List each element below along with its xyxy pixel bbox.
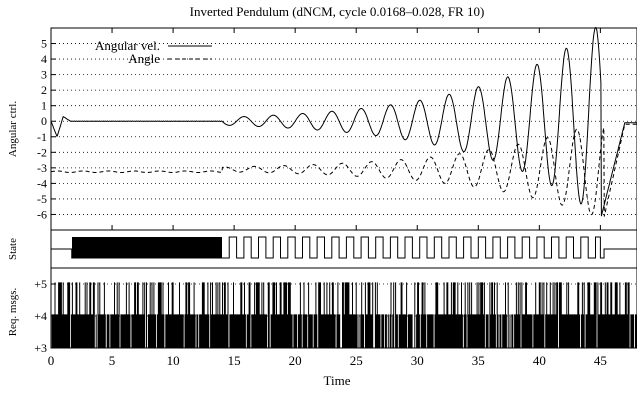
y-tick-label: 5 — [41, 37, 47, 51]
angular-y-ticks: 54 32 10 -1-2 -3-4 -5-6 — [37, 37, 56, 221]
x-tick-label: 30 — [411, 353, 424, 368]
state-panel: State — [7, 229, 637, 269]
angular-panel: 54 32 10 -1-2 -3-4 -5-6 Angular ctrl. Angular… — [7, 27, 637, 231]
y-tick-label: 1 — [41, 99, 47, 113]
y-tick-label: +3 — [34, 341, 47, 355]
x-tick-label: 5 — [109, 353, 116, 368]
legend: Angular vel. Angle — [95, 38, 212, 66]
series-state — [51, 236, 637, 259]
x-axis-label: Time — [324, 373, 351, 388]
x-tick-label: 25 — [350, 353, 363, 368]
requests-panel-frame — [50, 267, 637, 349]
angular-grid — [51, 43, 637, 215]
y-tick-label: -1 — [37, 130, 47, 144]
x-tick-label: 45 — [594, 353, 607, 368]
x-tick-label: 35 — [472, 353, 485, 368]
y-tick-label: 0 — [41, 114, 47, 128]
chart-title: Inverted Pendulum (dNCM, cycle 0.0168–0.… — [190, 4, 485, 19]
y-tick-label: 2 — [41, 83, 47, 97]
y-tick-label: -2 — [37, 145, 47, 159]
x-axis-ticks: 0 5 10 15 20 25 30 35 40 45 — [48, 28, 607, 368]
requests-panel: +3 +4 +5 Req. msgs. — [7, 267, 637, 355]
state-dense-block — [72, 237, 222, 258]
y-tick-label: 3 — [41, 68, 47, 82]
requests-y-ticks: +3 +4 +5 — [34, 277, 56, 355]
state-y-label: State — [7, 238, 19, 260]
angular-y-label: Angular ctrl. — [7, 101, 19, 157]
requests-grid — [51, 283, 637, 317]
y-tick-label: -3 — [37, 161, 47, 175]
legend-label-angular-vel: Angular vel. — [95, 38, 160, 53]
legend-label-angle: Angle — [128, 51, 160, 66]
y-tick-label: -4 — [37, 176, 47, 190]
series-angle — [50, 123, 637, 217]
requests-y-label: Req. msgs. — [7, 287, 19, 336]
y-tick-label: +5 — [34, 277, 47, 291]
y-tick-label: 4 — [41, 52, 47, 66]
y-tick-label: +4 — [34, 309, 47, 323]
y-tick-label: -6 — [37, 207, 47, 221]
x-tick-label: 40 — [533, 353, 546, 368]
x-tick-label: 15 — [228, 353, 241, 368]
x-tick-label: 20 — [289, 353, 302, 368]
series-requests — [51, 282, 637, 348]
request-impulses — [51, 282, 637, 348]
y-tick-label: -5 — [37, 192, 47, 206]
series-angular-vel — [50, 27, 637, 217]
x-tick-label: 10 — [167, 353, 180, 368]
x-tick-label: 0 — [48, 353, 55, 368]
